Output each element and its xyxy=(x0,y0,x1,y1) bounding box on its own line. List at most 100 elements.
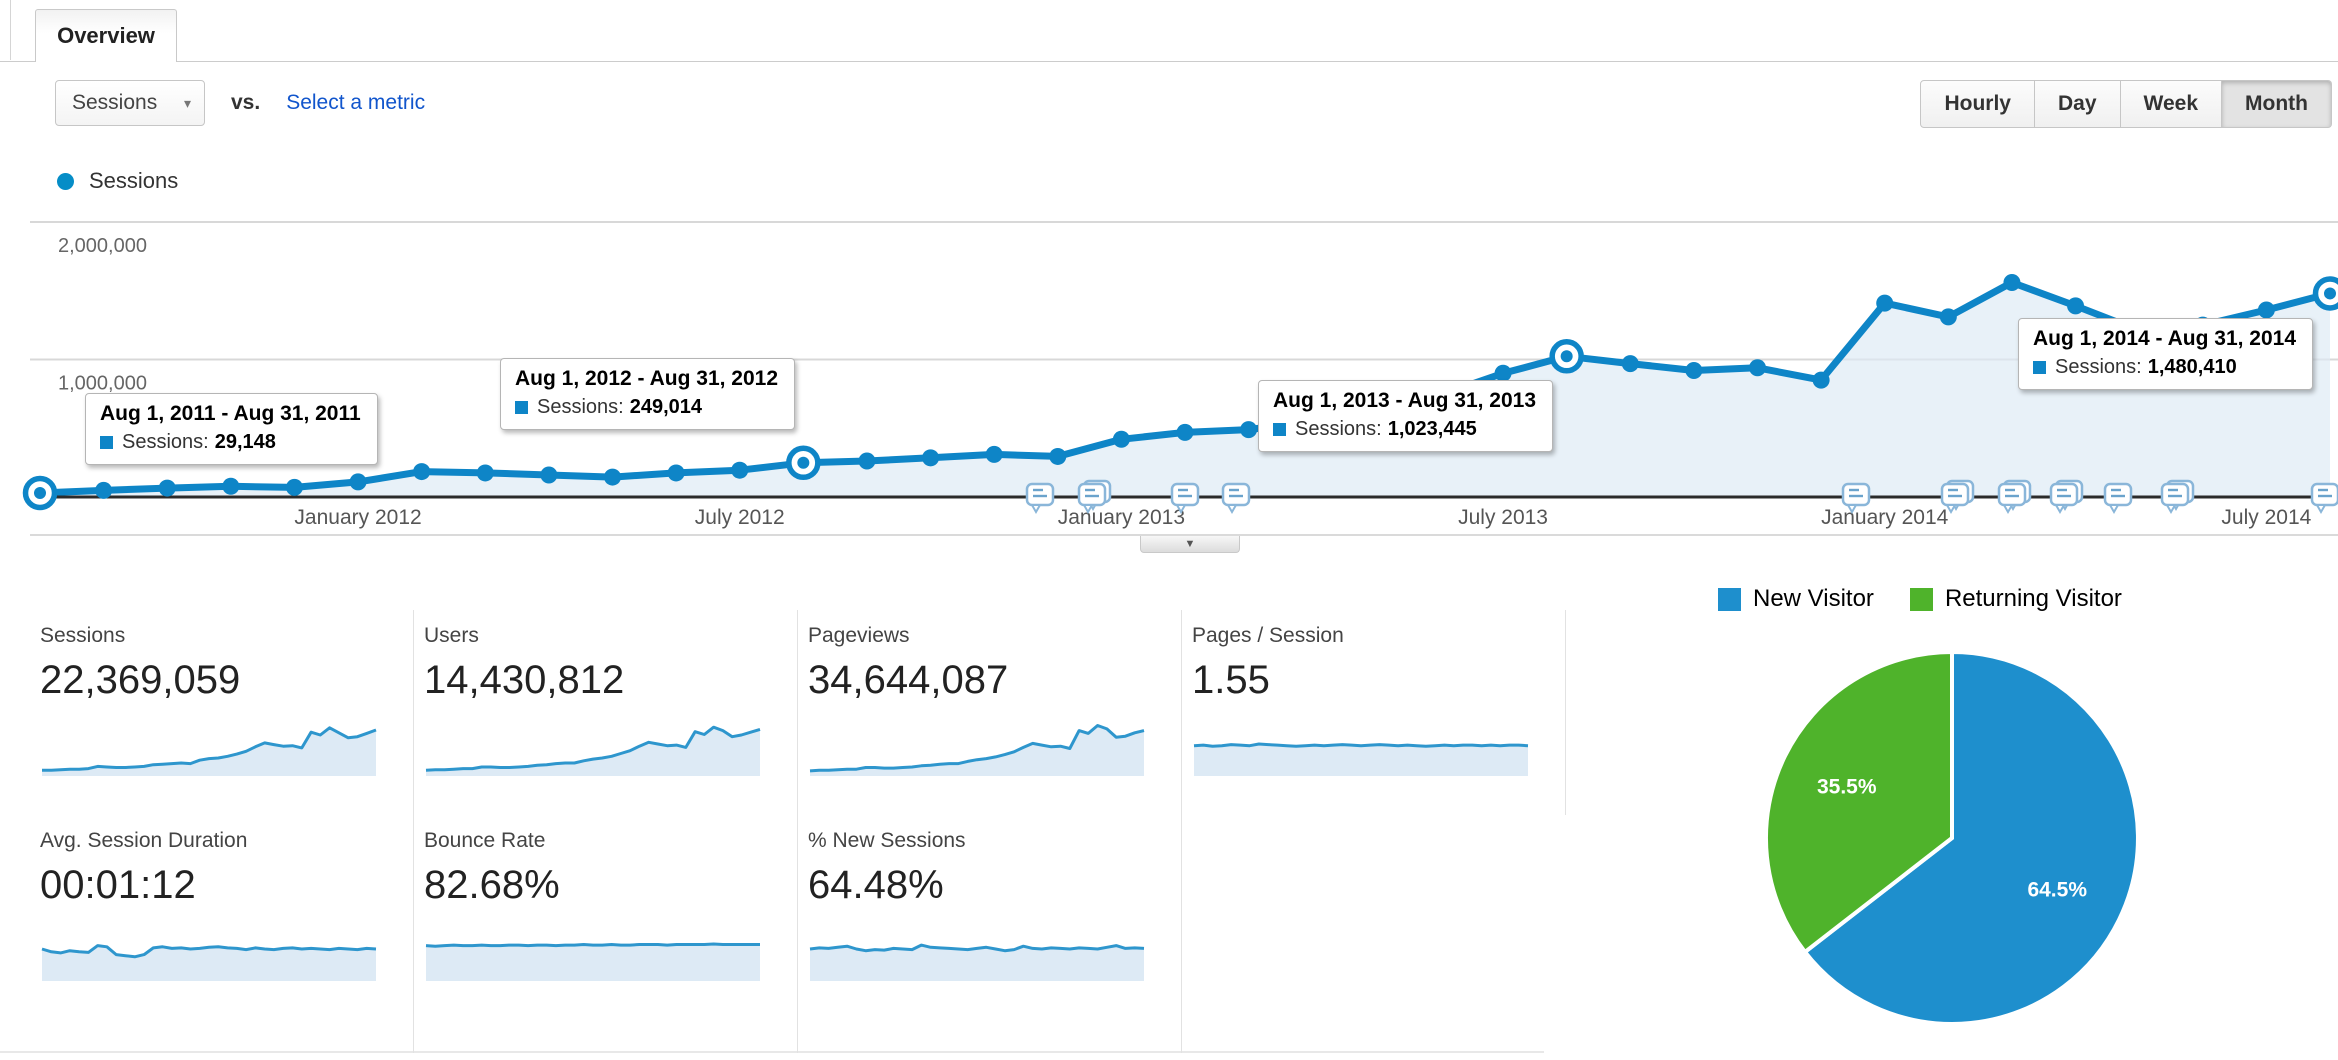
select-metric-link[interactable]: Select a metric xyxy=(286,91,426,114)
metric-selector-dropdown[interactable]: Sessions ▾ xyxy=(55,80,205,126)
card-value: 1.55 xyxy=(1192,658,1270,702)
card-pages-per-session: Pages / Session 1.55 xyxy=(1182,610,1566,815)
scorecards-panel: Sessions 22,369,059 Users 14,430,812 Pag… xyxy=(30,610,1566,1053)
users-sparkline xyxy=(425,725,761,776)
annotation-flag-icon xyxy=(2310,482,2338,515)
tooltip-value: 249,014 xyxy=(629,396,703,418)
tooltip-aug-2012: Aug 1, 2012 - Aug 31, 2012 Sessions: 249… xyxy=(500,358,796,430)
tooltip-value: 1,023,445 xyxy=(1387,418,1477,440)
annotation-flag-icon xyxy=(1221,482,1251,515)
card-avg-session-duration: Avg. Session Duration 00:01:12 xyxy=(30,815,414,1053)
svg-text:2,000,000: 2,000,000 xyxy=(58,235,147,257)
metric-selector-value: Sessions xyxy=(72,91,158,114)
tooltip-series-label: Sessions: xyxy=(537,396,624,418)
panel-left-edge xyxy=(10,0,11,60)
new-sessions-sparkline xyxy=(809,943,1145,981)
tab-overview-label: Overview xyxy=(57,23,155,48)
pageviews-sparkline xyxy=(809,724,1145,776)
annotation-flag-icon xyxy=(2103,482,2133,515)
card-value: 64.48% xyxy=(808,863,944,907)
tab-overview[interactable]: Overview xyxy=(35,9,177,62)
legend-label: Returning Visitor xyxy=(1944,585,2122,612)
card-label: Bounce Rate xyxy=(424,829,546,852)
svg-text:January 2013: January 2013 xyxy=(1058,506,1185,529)
tooltip-title: Aug 1, 2013 - Aug 31, 2013 xyxy=(1273,389,1537,412)
tooltip-aug-2014: Aug 1, 2014 - Aug 31, 2014 Sessions: 1,4… xyxy=(2018,318,2314,390)
legend-item-returning-visitor: Returning Visitor xyxy=(1909,585,2122,613)
chevron-down-icon: ▾ xyxy=(183,94,191,111)
tooltip-value: 1,480,410 xyxy=(2147,356,2237,378)
svg-text:35.5%: 35.5% xyxy=(1817,775,1877,798)
annotation-flag-icon xyxy=(1997,479,2032,515)
annotations-expander-tab[interactable]: ▼ xyxy=(1140,536,1240,553)
card-label: Avg. Session Duration xyxy=(40,829,248,852)
legend-item-new-visitor: New Visitor xyxy=(1718,585,1874,613)
svg-text:1,000,000: 1,000,000 xyxy=(58,373,147,395)
tooltip-aug-2011: Aug 1, 2011 - Aug 31, 2011 Sessions: 29,… xyxy=(85,393,378,465)
card-bounce-rate: Bounce Rate 82.68% xyxy=(414,815,798,1053)
highlighted-point xyxy=(1549,339,1584,374)
card-value: 00:01:12 xyxy=(40,863,196,907)
card-pageviews: Pageviews 34,644,087 xyxy=(798,610,1182,815)
metric-controls: Sessions ▾ vs. Select a metric xyxy=(55,80,425,126)
card-value: 22,369,059 xyxy=(40,658,241,702)
tooltip-row: Sessions: 249,014 xyxy=(515,396,778,419)
tooltip-row: Sessions: 1,480,410 xyxy=(2033,356,2296,379)
sessions-legend-dot-icon xyxy=(57,172,74,190)
svg-text:64.5%: 64.5% xyxy=(2027,879,2087,902)
series-swatch-icon xyxy=(515,401,528,414)
card-sessions: Sessions 22,369,059 xyxy=(30,610,414,815)
tooltip-series-label: Sessions: xyxy=(122,431,209,453)
granularity-hourly-button[interactable]: Hourly xyxy=(1920,80,2035,128)
bounce-rate-sparkline xyxy=(425,942,760,981)
svg-text:July 2013: July 2013 xyxy=(1458,506,1548,529)
series-swatch-icon xyxy=(2033,361,2046,374)
sessions-timeseries-chart[interactable]: 1,000,000 2,000,000 January 2012 July 2012 J… xyxy=(0,150,2338,562)
card-label: Pages / Session xyxy=(1192,624,1344,647)
annotation-flag-icon xyxy=(2160,479,2195,515)
card-label: Sessions xyxy=(40,624,126,647)
annotation-flag-icon xyxy=(1940,479,1975,515)
tooltip-title: Aug 1, 2014 - Aug 31, 2014 xyxy=(2033,327,2297,350)
tooltip-title: Aug 1, 2012 - Aug 31, 2012 xyxy=(515,367,779,390)
legend-label: New Visitor xyxy=(1753,585,1874,612)
scorecards-row-1: Sessions 22,369,059 Users 14,430,812 Pag… xyxy=(30,610,1566,815)
series-swatch-icon xyxy=(100,436,113,449)
series-swatch-icon xyxy=(1273,423,1286,436)
granularity-day-button[interactable]: Day xyxy=(2035,80,2121,128)
annotation-flag-icon xyxy=(1170,482,1200,515)
avg-session-duration-sparkline xyxy=(41,944,377,981)
highlighted-point xyxy=(22,475,58,511)
returning-visitor-swatch-icon xyxy=(1909,587,1933,611)
tooltip-aug-2013: Aug 1, 2013 - Aug 31, 2013 Sessions: 1,0… xyxy=(1258,380,1554,452)
tooltip-row: Sessions: 1,023,445 xyxy=(1273,418,1536,441)
pie-slice xyxy=(1802,649,2140,1026)
scorecards-bottom-divider xyxy=(0,1051,1544,1053)
pie-legend: New Visitor Returning Visitor xyxy=(1718,585,2122,613)
card-users: Users 14,430,812 xyxy=(414,610,798,815)
card-label: Users xyxy=(424,624,479,647)
visitor-type-pie-chart[interactable]: 64.5% 35.5% xyxy=(1740,626,2164,1050)
sessions-legend-label: Sessions xyxy=(89,168,179,193)
highlighted-point xyxy=(2312,276,2338,311)
annotation-flag-icon xyxy=(2049,479,2084,515)
chart-series-legend: Sessions xyxy=(57,168,178,194)
tooltip-series-label: Sessions: xyxy=(1295,418,1382,440)
new-visitor-swatch-icon xyxy=(1718,587,1741,611)
granularity-month-button[interactable]: Month xyxy=(2222,80,2332,128)
scorecards-row-2: Avg. Session Duration 00:01:12 Bounce Ra… xyxy=(30,815,1566,1053)
svg-text:July 2012: July 2012 xyxy=(695,506,785,529)
granularity-week-button[interactable]: Week xyxy=(2120,80,2223,128)
svg-text:January 2012: January 2012 xyxy=(294,506,421,529)
tab-bar: Overview xyxy=(0,0,2338,62)
annotation-flag-icon xyxy=(1077,479,1112,515)
tooltip-row: Sessions: 29,148 xyxy=(100,431,361,454)
card-value: 34,644,087 xyxy=(808,658,1009,702)
sessions-sparkline xyxy=(42,726,377,776)
card-value: 82.68% xyxy=(424,863,560,907)
annotation-flag-icon xyxy=(1841,482,1871,515)
svg-text:January 2014: January 2014 xyxy=(1821,506,1949,529)
svg-text:July 2014: July 2014 xyxy=(2221,506,2311,529)
card-label: Pageviews xyxy=(808,624,910,647)
tooltip-series-label: Sessions: xyxy=(2055,356,2142,378)
